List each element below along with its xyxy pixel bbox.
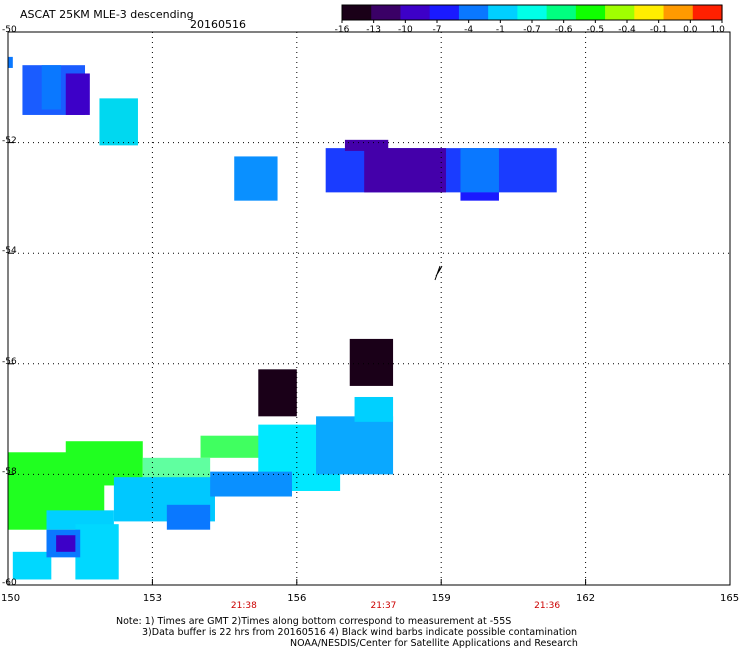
wind-cell (354, 396, 394, 422)
pass-time-label: 21:38 (230, 601, 257, 611)
wind-cell (364, 148, 447, 193)
wind-cells (8, 56, 557, 580)
wind-cell (65, 73, 90, 115)
lon-tick-label: 150 (1, 593, 21, 604)
grid-lines (8, 32, 730, 585)
pass-time-label: 21:36 (534, 601, 561, 611)
chart-title: ASCAT 25KM MLE-3 descending (20, 8, 194, 21)
wind-cell (56, 535, 76, 552)
colorbar-swatch (575, 5, 606, 20)
colorbar-label: -4 (464, 25, 474, 35)
colorbar-swatch (634, 5, 665, 20)
colorbar-swatch (663, 5, 694, 20)
lat-tick-label: -52 (2, 135, 17, 146)
wind-cell (349, 338, 394, 386)
lat-tick-label: -54 (2, 246, 17, 257)
colorbar-label: -0.5 (586, 25, 605, 35)
lon-tick-label: 165 (720, 593, 740, 604)
lat-tick-label: -56 (2, 356, 17, 367)
wind-cell (234, 156, 278, 201)
footer-credit: NOAA/NESDIS/Center for Satellite Applica… (290, 638, 578, 649)
wind-cell (316, 416, 394, 475)
colorbar-label: -0.4 (618, 25, 636, 35)
colorbar-swatch (488, 5, 518, 20)
lon-tick-label: 159 (431, 593, 451, 604)
colorbar-swatch (371, 5, 402, 20)
wind-cell (41, 65, 61, 110)
colorbar-label: -7 (432, 25, 442, 35)
colorbar-swatch (429, 5, 460, 20)
colorbar-swatch (342, 5, 372, 20)
colorbar-label: 0.0 (683, 25, 698, 35)
colorbar-label: -1 (495, 25, 505, 35)
axis-ticks (7, 31, 731, 586)
plot-frame (7, 31, 731, 586)
colorbar-label: -0.7 (523, 25, 541, 35)
colorbar-swatch (458, 5, 489, 20)
wind-cell (210, 471, 292, 497)
wind-cell (99, 98, 138, 146)
lat-tick-label: -58 (2, 467, 17, 478)
colorbar-label: -0.6 (554, 25, 573, 35)
colorbar-label: -13 (366, 25, 382, 35)
wind-cell (12, 551, 52, 580)
wind-barb-icon (434, 265, 443, 281)
colorbar-swatch (692, 5, 723, 20)
colorbar-swatch (517, 5, 548, 20)
colorbar-label: -10 (397, 25, 413, 35)
wind-cell (460, 192, 499, 201)
wind-cell (8, 56, 13, 68)
pass-time-label: 21:37 (370, 601, 397, 611)
lat-tick-label: -50 (2, 25, 17, 35)
wind-cell (344, 139, 389, 151)
colorbar-swatch (546, 5, 577, 20)
lon-tick-label: 162 (576, 593, 596, 604)
colorbar-label: -16 (334, 25, 350, 35)
footer-note-line-1: Note: 1) Times are GMT 2)Times along bot… (116, 616, 512, 627)
wind-cell (75, 524, 119, 580)
wind-cell (258, 369, 297, 417)
colorbar-swatch (605, 5, 635, 20)
lat-tick-label: -60 (2, 578, 17, 588)
lon-tick-label: 153 (142, 593, 162, 604)
colorbar (341, 4, 723, 23)
wind-cell (460, 148, 499, 193)
lon-tick-label: 156 (287, 593, 307, 604)
colorbar-swatch (400, 5, 431, 20)
footer-note-line-2: 3)Data buffer is 22 hrs from 20160516 4)… (142, 627, 578, 638)
wind-cell (166, 504, 211, 530)
colorbar-label: 1.0 (710, 25, 725, 35)
colorbar-label: -0.1 (649, 25, 668, 35)
chart-date: 20160516 (190, 18, 246, 31)
